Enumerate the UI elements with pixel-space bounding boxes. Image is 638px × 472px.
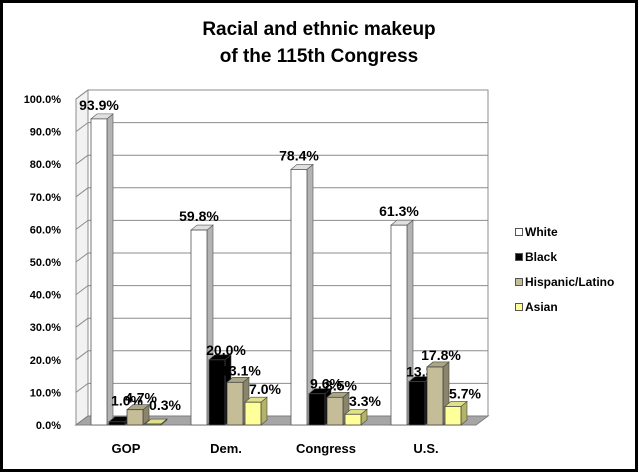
y-tick-label: 90.0% [30,127,61,139]
data-label: 59.8% [179,208,219,224]
legend-label-white: White [525,225,558,239]
data-label: 7.0% [249,381,281,397]
bar [426,366,444,426]
bar [208,359,226,426]
gridline-side [75,187,89,198]
data-label: 17.8% [421,347,461,363]
legend-label-asian: Asian [525,300,558,314]
bar [226,381,244,426]
data-label: 61.3% [379,203,419,219]
y-tick-label: 0.0% [36,420,61,432]
chart-plot: 0.0% 10.0% 20.0% 30.0% 40.0% 50.0% 60.0% 70.0% 8… [24,89,490,456]
chart-title-line-2: of the 115th Congress [219,46,419,67]
data-label: 93.9% [79,97,119,113]
gridline-side [75,285,89,296]
gridline-side [75,122,89,133]
bar [190,229,208,426]
legend-swatch-hispanic [515,278,523,286]
bar [90,118,108,426]
data-label: 20.0% [206,342,246,358]
data-label: 3.3% [349,393,381,409]
x-category-label: Congress [296,441,356,456]
x-category-label: U.S. [413,441,438,456]
data-label: 9.6% [310,376,342,392]
bar [308,393,326,426]
bar [390,224,408,426]
y-tick-label: 30.0% [30,322,61,334]
bar [408,381,426,426]
gridline-side [75,154,89,165]
legend-swatch-white [515,228,523,236]
gridline-side [75,350,89,361]
bar [290,169,308,426]
y-tick-label: 40.0% [30,290,61,302]
y-tick-label: 50.0% [30,257,61,269]
x-category-label: GOP [112,441,141,456]
bar [144,423,162,426]
bar [326,396,344,426]
data-label: 5.7% [449,385,481,401]
y-tick-label: 100.0% [24,94,62,106]
gridline-side [75,89,89,100]
legend-label-black: Black [525,250,558,264]
gridline-side [75,317,89,328]
y-tick-label: 20.0% [30,355,61,367]
bar [344,413,362,426]
bar [126,409,144,426]
bar [108,421,126,426]
data-label: 13.1% [221,362,261,378]
legend-swatch-asian [515,303,523,311]
y-tick-label: 70.0% [30,192,61,204]
bar [444,406,462,426]
x-category-label: Dem. [210,441,242,456]
data-label: 78.4% [279,147,319,163]
data-label: 0.3% [149,397,181,413]
y-tick-label: 60.0% [30,224,61,236]
legend-label-hispanic: Hispanic/Latino [525,275,615,289]
gridline-side [75,382,89,393]
y-tick-label: 10.0% [30,387,61,399]
legend-swatch-black [515,253,523,261]
gridline-side [75,252,89,263]
bar-side [106,113,114,426]
gridline-side [75,219,89,230]
data-label: 4.7% [125,390,157,406]
bar [244,401,262,426]
chart-title-line-1: Racial and ethnic makeup [202,19,436,40]
data-label: 8.5% [325,377,357,393]
y-tick-label: 80.0% [30,159,61,171]
